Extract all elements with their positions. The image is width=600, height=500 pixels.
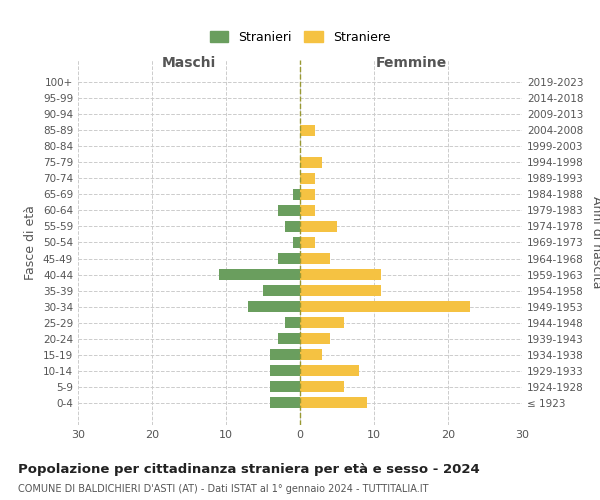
Bar xyxy=(300,349,322,360)
Bar xyxy=(300,236,315,248)
Y-axis label: Anni di nascita: Anni di nascita xyxy=(590,196,600,289)
Bar xyxy=(271,349,300,360)
Bar xyxy=(278,252,300,264)
Bar xyxy=(300,365,359,376)
Bar xyxy=(300,172,315,184)
Bar xyxy=(278,333,300,344)
Bar xyxy=(285,220,300,232)
Bar xyxy=(263,285,300,296)
Bar xyxy=(300,333,329,344)
Bar xyxy=(300,204,315,216)
Bar xyxy=(300,285,382,296)
Bar xyxy=(300,252,329,264)
Bar xyxy=(300,220,337,232)
Bar xyxy=(271,365,300,376)
Bar xyxy=(300,397,367,408)
Bar xyxy=(271,381,300,392)
Bar xyxy=(300,269,382,280)
Text: Popolazione per cittadinanza straniera per età e sesso - 2024: Popolazione per cittadinanza straniera p… xyxy=(18,462,480,475)
Y-axis label: Fasce di età: Fasce di età xyxy=(25,205,37,280)
Bar xyxy=(300,124,315,136)
Bar xyxy=(293,236,300,248)
Bar xyxy=(278,204,300,216)
Bar xyxy=(248,301,300,312)
Bar xyxy=(300,317,344,328)
Bar xyxy=(300,156,322,168)
Text: Maschi: Maschi xyxy=(162,56,216,70)
Bar xyxy=(285,317,300,328)
Bar xyxy=(218,269,300,280)
Legend: Stranieri, Straniere: Stranieri, Straniere xyxy=(205,26,395,49)
Bar xyxy=(271,397,300,408)
Text: COMUNE DI BALDICHIERI D'ASTI (AT) - Dati ISTAT al 1° gennaio 2024 - TUTTITALIA.I: COMUNE DI BALDICHIERI D'ASTI (AT) - Dati… xyxy=(18,484,428,494)
Bar xyxy=(300,381,344,392)
Bar xyxy=(293,188,300,200)
Bar xyxy=(300,301,470,312)
Bar xyxy=(300,188,315,200)
Text: Femmine: Femmine xyxy=(376,56,446,70)
